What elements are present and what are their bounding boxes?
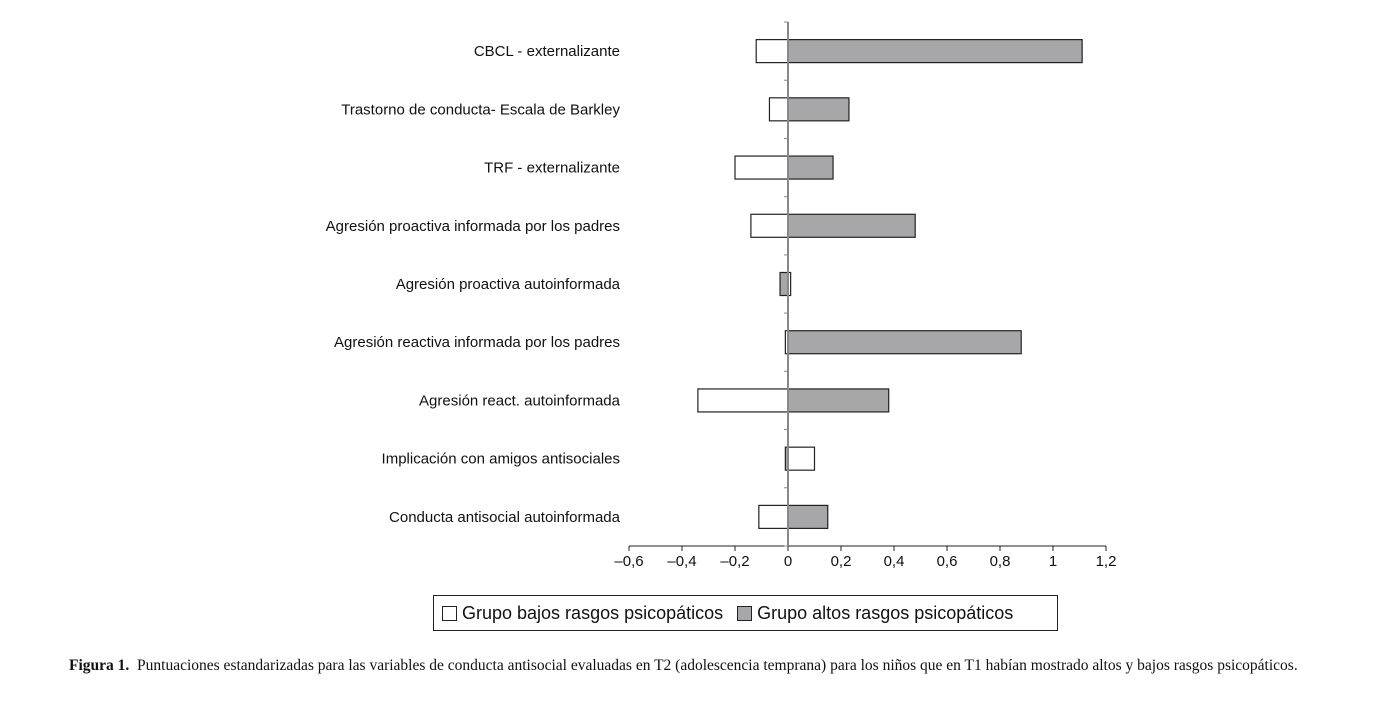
x-tick-label: 1,2 <box>1096 553 1117 570</box>
legend-item-high: Grupo altos rasgos psicopáticos <box>737 603 1013 624</box>
legend-swatch-high <box>737 605 753 621</box>
category-label: Agresión proactiva autoinformada <box>396 276 621 293</box>
category-label: Trastorno de conducta- Escala de Barkley <box>341 101 620 118</box>
bar-high-group <box>787 97 850 122</box>
x-tick-label: –0,2 <box>720 553 749 570</box>
bar-low-group <box>787 446 816 471</box>
legend-label-high: Grupo altos rasgos psicopáticos <box>757 602 1014 623</box>
legend-label-low: Grupo bajos rasgos psicopáticos <box>462 602 724 623</box>
bar-high-group <box>787 388 890 413</box>
chart-legend: Grupo bajos rasgos psicopáticos Grupo al… <box>433 595 1058 631</box>
bar-high-group <box>779 271 789 297</box>
bar-high-group <box>787 39 1083 64</box>
bar-high-group <box>787 213 916 238</box>
bar-high-group <box>787 155 834 180</box>
x-tick-label: 0,6 <box>937 553 958 570</box>
x-tick-label: 1 <box>1049 553 1057 570</box>
category-label: Implicación con amigos antisociales <box>382 451 620 468</box>
bar-high-group <box>787 330 1022 355</box>
bar-low-group <box>755 39 789 64</box>
bar-low-group <box>758 504 789 529</box>
legend-item-low: Grupo bajos rasgos psicopáticos <box>442 603 723 624</box>
x-tick-label: 0,4 <box>884 553 905 570</box>
bar-low-group <box>750 213 789 238</box>
figure-caption: Figura 1. Puntuaciones estandarizadas pa… <box>69 655 1359 676</box>
bar-low-group <box>697 388 789 413</box>
caption-label: Figura 1. <box>69 657 130 674</box>
category-label: Agresión reactiva informada por los padr… <box>334 334 620 351</box>
x-tick-label: 0 <box>784 553 792 570</box>
bar-low-group <box>734 155 789 180</box>
x-tick-label: –0,4 <box>667 553 696 570</box>
category-label: Agresión react. autoinformada <box>419 392 621 409</box>
bar-low-group <box>768 97 789 122</box>
category-label: Conducta antisocial autoinformada <box>389 509 621 526</box>
caption-text: Puntuaciones estandarizadas para las var… <box>137 657 1298 674</box>
legend-swatch-low <box>442 605 457 621</box>
x-tick-label: 0,8 <box>990 553 1011 570</box>
bar-high-group <box>787 504 829 529</box>
x-tick-label: 0,2 <box>831 553 852 570</box>
x-tick-label: –0,6 <box>614 553 643 570</box>
category-label: CBCL - externalizante <box>474 43 620 60</box>
bar-chart: –0,6 –0,4 –0,2 0 0,2 0,4 0,6 0,8 1 1,2 CBCL - exte… <box>326 21 1117 570</box>
category-label: Agresión proactiva informada por los pad… <box>326 218 620 235</box>
category-label: TRF - externalizante <box>484 160 620 177</box>
